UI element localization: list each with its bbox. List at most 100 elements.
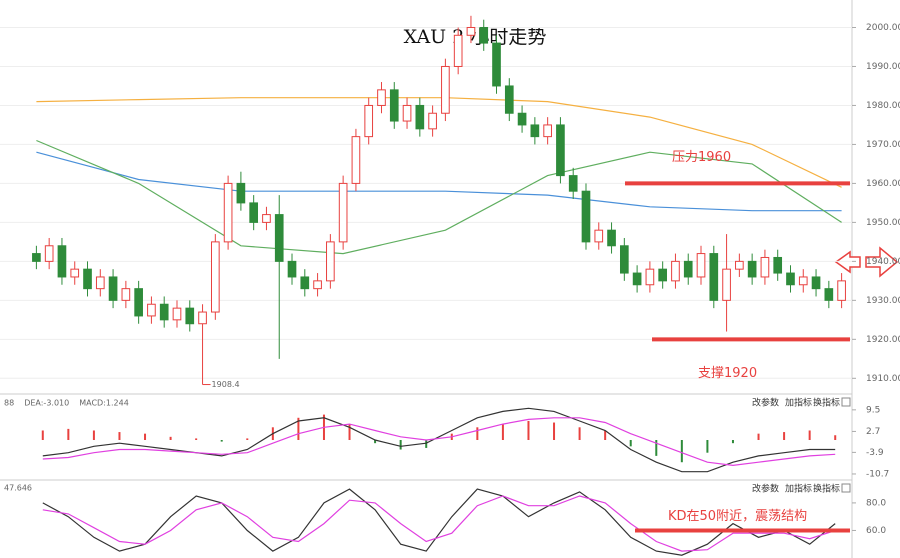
candle-body xyxy=(147,303,156,317)
candle-body xyxy=(313,280,322,290)
candle-body xyxy=(760,256,770,278)
macd-bar xyxy=(348,424,351,440)
moving-average xyxy=(36,151,842,212)
toolbar-button[interactable]: 换指标 xyxy=(813,483,840,495)
macd-bar xyxy=(757,433,760,440)
candle-body xyxy=(198,311,207,325)
candle-body xyxy=(581,190,591,243)
candle-body xyxy=(619,245,629,274)
candle-body xyxy=(773,256,783,274)
candle-body xyxy=(709,253,719,301)
candle-body xyxy=(57,245,67,278)
candle-body xyxy=(159,303,169,321)
candle-body xyxy=(223,182,233,243)
candle-body xyxy=(210,241,220,313)
y-tick-label: 1940.00 xyxy=(866,257,900,267)
toolbar-button[interactable]: 加指标 xyxy=(785,397,812,409)
y-tick-label: 1920.00 xyxy=(866,335,900,345)
macd-bar xyxy=(655,440,658,456)
macd-bar xyxy=(553,422,556,440)
candle-body xyxy=(658,268,668,282)
level-label: KD在50附近，震荡结构 xyxy=(668,509,807,524)
moving-average xyxy=(36,139,842,255)
macd-bar xyxy=(399,440,402,450)
candle-body xyxy=(543,124,552,138)
y-tick-label: -3.9 xyxy=(866,448,884,458)
macd-bar xyxy=(169,436,172,440)
y-tick-label: 2000.00 xyxy=(866,23,900,33)
macd-bar xyxy=(374,440,377,444)
candle-body xyxy=(249,202,259,223)
low-label: 1908.4 xyxy=(212,380,240,389)
indicator-header: 88 xyxy=(4,399,14,408)
candle-body xyxy=(441,65,450,114)
candle-body xyxy=(262,214,271,223)
macd-bar xyxy=(425,440,428,448)
indicator-line xyxy=(42,407,836,473)
indicator-line xyxy=(42,488,836,556)
candle-body xyxy=(517,112,527,126)
y-tick-label: 1990.00 xyxy=(866,62,900,72)
macd-bar xyxy=(783,432,786,440)
candle-body xyxy=(428,112,437,130)
candle-body xyxy=(556,124,565,177)
candle-body xyxy=(185,307,195,325)
candle-body xyxy=(786,272,795,286)
indicator-line xyxy=(42,495,836,552)
candle-body xyxy=(530,124,540,138)
candle-body xyxy=(326,241,335,282)
arrow-icon xyxy=(865,246,899,278)
candle-body xyxy=(300,276,310,290)
candle-body xyxy=(696,253,706,278)
candle-body xyxy=(108,276,118,301)
y-tick-label: 1930.00 xyxy=(866,296,900,306)
candle-body xyxy=(824,288,834,301)
y-tick-label: 1970.00 xyxy=(866,140,900,150)
candle-body xyxy=(172,307,182,321)
macd-bar xyxy=(731,440,734,444)
candle-body xyxy=(83,268,92,290)
candle-body xyxy=(632,272,642,286)
macd-bar xyxy=(476,427,479,440)
indicator-line xyxy=(42,417,836,467)
candle-body xyxy=(415,104,425,130)
candle-body xyxy=(811,276,821,290)
level-label: 支撑1920 xyxy=(698,366,757,381)
toolbar-button[interactable]: 改参数 xyxy=(752,397,779,409)
indicator-header: DEA:-3.010 xyxy=(24,399,69,408)
candle-body xyxy=(683,260,693,278)
y-tick-label: 60.0 xyxy=(866,526,886,536)
candle-body xyxy=(338,182,348,243)
candle-body xyxy=(389,89,399,122)
macd-bar xyxy=(220,440,223,442)
close-button[interactable] xyxy=(841,483,851,493)
macd-bar xyxy=(297,417,300,440)
chart-title: XAU 2 小时走势 xyxy=(404,26,547,48)
toolbar-button[interactable]: 加指标 xyxy=(785,483,812,495)
candle-body xyxy=(351,136,361,184)
macd-bar xyxy=(680,440,683,463)
y-tick-label: 9.5 xyxy=(866,405,880,415)
candle-body xyxy=(95,276,105,290)
candle-body xyxy=(479,26,489,44)
toolbar-button[interactable]: 换指标 xyxy=(813,397,840,409)
macd-bar xyxy=(808,430,811,440)
candle-body xyxy=(236,182,246,204)
macd-bar xyxy=(501,424,504,440)
close-button[interactable] xyxy=(841,397,851,407)
y-tick-label: 1960.00 xyxy=(866,179,900,189)
candle-body xyxy=(32,253,41,262)
macd-bar xyxy=(195,438,198,440)
toolbar-button[interactable]: 改参数 xyxy=(752,483,779,495)
candle-body xyxy=(274,214,284,262)
candle-body xyxy=(453,34,463,67)
candle-body xyxy=(121,288,131,301)
macd-bar xyxy=(246,438,249,440)
candle-body xyxy=(722,268,731,301)
candle-body xyxy=(504,85,514,114)
macd-bar xyxy=(834,435,837,440)
candle-body xyxy=(377,89,386,106)
